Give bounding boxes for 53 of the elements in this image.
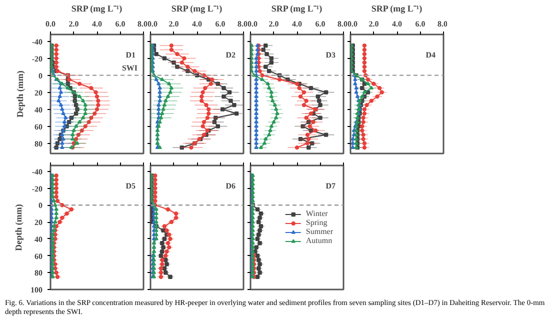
ref-line-label: SWI — [122, 63, 138, 72]
y-tick-label: 0 — [38, 201, 42, 210]
x-tick-label: 8.0 — [438, 20, 448, 28]
x-tick-label: 0.0 — [148, 20, 158, 28]
text: D7 — [326, 182, 336, 190]
legend-label: Winter — [306, 209, 328, 218]
text: D3 — [326, 50, 336, 60]
x-tick-label: 4.0 — [292, 20, 302, 28]
y-tick-label: 80 — [34, 268, 42, 278]
x-tick-label: 2.0 — [268, 20, 279, 28]
x-axis-title: SRP (mg L⁻¹) — [171, 4, 222, 14]
x-tick-label: 6.0 — [115, 20, 126, 28]
y-tick-label: 20 — [34, 88, 42, 98]
legend-label: Autumn — [306, 236, 332, 245]
x-tick-label: 2.0 — [68, 20, 79, 28]
text: D4 — [426, 50, 436, 60]
y-tick-label: -40 — [32, 37, 43, 46]
text: D1 — [126, 50, 136, 60]
y-tick-label: -40 — [32, 167, 43, 176]
y-tick-label: 40 — [34, 234, 42, 244]
x-tick-label: 0.0 — [348, 20, 358, 28]
text: D6 — [226, 182, 236, 190]
x-tick-label: 6.0 — [215, 20, 226, 28]
y-tick-label: -20 — [32, 54, 43, 64]
x-tick-label: 8.0 — [138, 20, 148, 28]
y-tick-label: 20 — [34, 218, 42, 228]
text: D5 — [126, 182, 136, 190]
y-axis-title: Depth (mm) — [14, 70, 25, 118]
x-tick-label: 0.0 — [46, 20, 56, 28]
x-axis-title: SRP (mg L⁻¹) — [371, 4, 422, 14]
x-axis-title: SRP (mg L⁻¹) — [271, 4, 322, 14]
x-tick-label: 4.0 — [92, 20, 102, 28]
x-tick-label: 0.0 — [248, 20, 258, 28]
x-tick-label: 8.0 — [238, 20, 248, 28]
y-tick-label: 40 — [34, 105, 42, 114]
y-tick-label: 60 — [34, 252, 42, 261]
x-tick-label: 4.0 — [392, 20, 402, 28]
x-tick-label: 6.0 — [315, 20, 326, 28]
y-tick-label: -20 — [32, 184, 43, 194]
x-tick-label: 8.0 — [338, 20, 348, 28]
y-tick-label: 60 — [34, 122, 42, 132]
x-tick-label: 6.0 — [415, 20, 426, 28]
x-tick-label: 2.0 — [168, 20, 179, 28]
y-tick-label: 0 — [38, 71, 42, 80]
y-axis-title: Depth (mm) — [14, 204, 24, 251]
x-tick-label: 4.0 — [192, 20, 202, 28]
x-axis-title: SRP (mg L⁻¹) — [71, 4, 122, 14]
text: D2 — [226, 50, 236, 60]
legend-label: Spring — [306, 218, 328, 227]
y-tick-label: 80 — [34, 139, 42, 148]
x-tick-label: 2.0 — [368, 20, 379, 28]
legend-label: Summer — [306, 227, 333, 236]
y-tick-label: 100 — [30, 286, 42, 294]
